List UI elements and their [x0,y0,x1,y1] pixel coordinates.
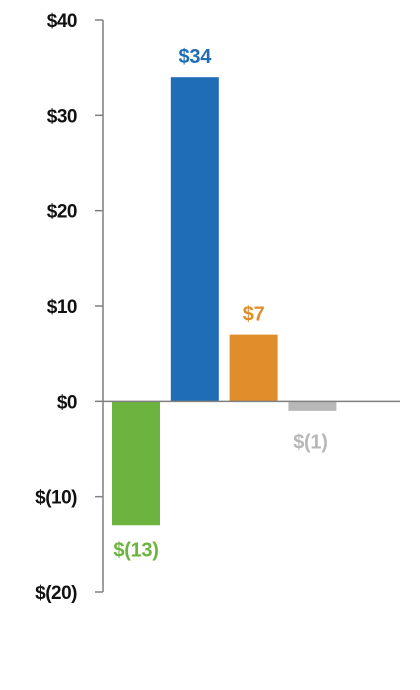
data-label: $34 [179,46,213,68]
bar [170,77,219,402]
y-tick-label: $(10) [35,488,77,509]
y-tick-label: $40 [47,11,77,32]
y-tick-label: $10 [47,297,77,318]
y-tick-label: $(20) [35,583,77,604]
data-label: $7 [243,304,265,326]
data-label: $(1) [293,431,327,453]
data-labels: $(13) $34 $7 $(1) [113,46,327,561]
y-tick-label: $30 [47,106,77,127]
bar [288,401,337,411]
data-label: $(13) [113,539,158,561]
y-axis: $40 $30 $20 $10 $0 $(10) $(20) [35,11,104,604]
y-tick-label: $20 [47,202,77,223]
y-tick-label: $0 [57,392,77,413]
bars [112,77,337,526]
bar [112,401,160,526]
bar [229,334,278,402]
